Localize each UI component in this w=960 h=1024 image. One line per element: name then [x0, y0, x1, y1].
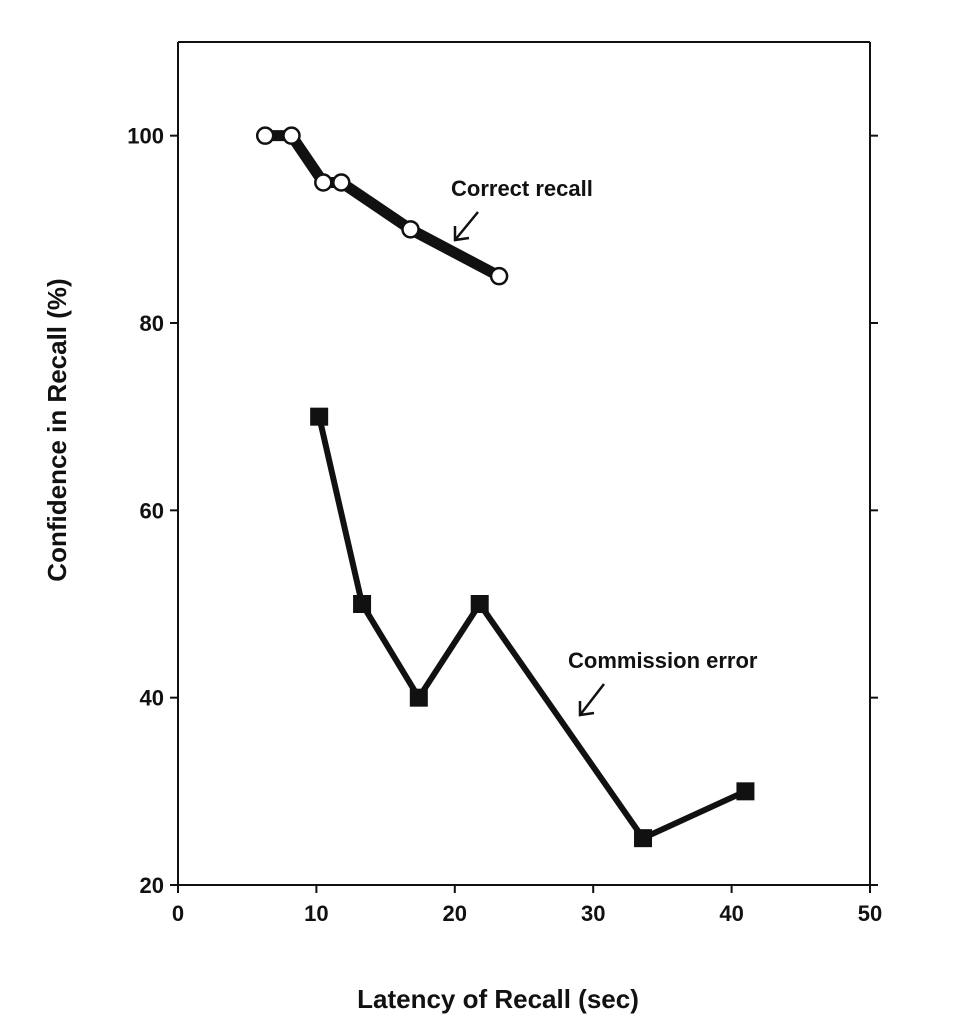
data-point — [255, 126, 275, 145]
data-point — [310, 407, 329, 426]
data-point — [332, 173, 351, 192]
x-axis-title: Latency of Recall (sec) — [357, 984, 639, 1014]
x-tick-label: 0 — [172, 901, 184, 926]
x-tick-label: 30 — [581, 901, 605, 926]
y-tick-label: 60 — [140, 498, 164, 523]
annotation-commission-error: Commission error — [568, 648, 758, 673]
y-tick-label: 20 — [140, 873, 164, 898]
annotations: Correct recall Commission error — [451, 176, 758, 717]
data-point — [409, 688, 428, 707]
x-tick-label: 40 — [719, 901, 743, 926]
y-axis-title: Confidence in Recall (%) — [42, 278, 72, 581]
y-tick-label: 80 — [140, 311, 164, 336]
arrow-correct-recall-icon — [453, 211, 479, 242]
series-correct-recall — [255, 126, 509, 286]
annotation-correct-recall: Correct recall — [451, 176, 593, 201]
x-tick-label: 50 — [858, 901, 882, 926]
data-point — [489, 266, 509, 286]
series-line — [259, 130, 505, 282]
plot-frame — [177, 41, 871, 886]
arrow-commission-error-icon — [578, 683, 605, 717]
y-tick-label: 100 — [127, 124, 164, 149]
series-line — [316, 413, 749, 842]
series-commission-error — [310, 407, 755, 848]
data-point — [470, 595, 489, 613]
y-tick-label: 40 — [140, 686, 164, 711]
data-point — [634, 829, 653, 848]
data-point — [282, 126, 301, 145]
data-point — [401, 220, 420, 239]
axis-ticks: 0 10 20 30 40 50 20 40 60 80 100 — [127, 124, 882, 926]
x-tick-label: 20 — [443, 901, 467, 926]
data-point — [736, 782, 755, 801]
data-point — [353, 595, 372, 613]
x-tick-label: 10 — [304, 901, 328, 926]
series-layer — [255, 126, 755, 848]
data-point — [314, 173, 333, 192]
